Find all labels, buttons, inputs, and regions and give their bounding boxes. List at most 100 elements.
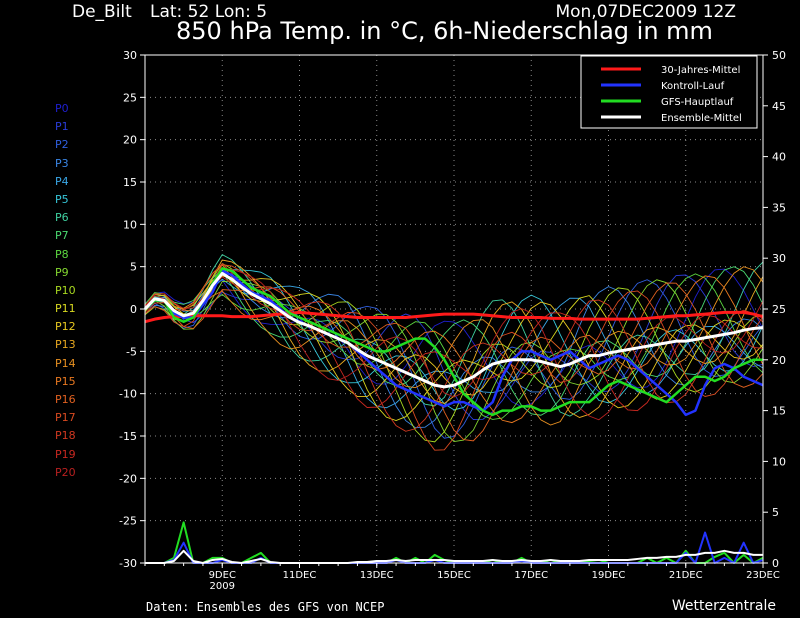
member-line-p7 [144,266,764,416]
member-line-p6 [144,254,764,417]
temperature-series [143,267,764,417]
y-left-tick-label: 10 [123,218,137,231]
member-line-p2 [144,273,764,439]
axes: 302520151050-5-10-15-20-25-3050454035302… [119,49,786,592]
x-tick-sublabel: 2009 [210,581,235,592]
run-datetime: Mon,07DEC2009 12Z [555,2,736,22]
y-left-tick-label: -10 [119,388,137,401]
precipitation-series [145,521,764,564]
member-line-p10 [144,262,764,443]
y-right-tick-label: 40 [772,151,786,164]
legend: 30-Jahres-Mittel Kontroll-Lauf GFS-Hauptla… [580,55,758,129]
y-right-tick-label: 45 [772,100,786,113]
member-label-p4: P4 [55,174,69,188]
member-line-p5 [144,269,764,411]
member-line-p9 [144,279,764,443]
ensemble-member-list: P0 P1 P2 P3 P4 P5 P6 P7 P8 P9 P10 P11 P12 P13 P14 P15 P1… [55,100,76,482]
station-coordinates: Lat: 52 Lon: 5 [150,2,268,22]
member-line-p14 [144,264,764,426]
x-tick-label: 19DEC [592,570,626,581]
member-line-p20 [144,267,764,421]
member-line-p8 [144,273,764,420]
member-line-p11 [144,271,764,422]
member-lines [144,254,764,451]
y-right-tick-label: 0 [772,557,779,570]
member-label-p3: P3 [55,156,69,170]
x-tick-label: 13DEC [360,570,394,581]
precip-line-kontroll-lauf [145,531,764,564]
precip-line-gfs-hauptlauf [145,521,764,564]
y-right-tick-label: 15 [772,405,786,418]
member-label-p2: P2 [55,138,69,152]
y-left-tick-label: 30 [123,49,137,62]
member-line-p18 [144,262,764,432]
y-left-tick-label: -20 [119,472,137,485]
member-line-p0 [144,268,764,408]
member-line-p3 [144,267,764,429]
x-tick-label: 11DEC [283,570,317,581]
member-line-p4 [144,278,764,409]
provider-name: Wetterzentrale [671,598,776,614]
member-label-p20: P20 [55,465,76,479]
member-label-p15: P15 [55,374,76,388]
y-left-tick-label: -5 [126,345,137,358]
member-label-p16: P16 [55,393,76,406]
station-name: De_Bilt [72,2,132,22]
member-line-p17 [144,264,764,451]
y-left-tick-label: 0 [130,303,137,316]
y-left-tick-label: 20 [123,134,137,147]
member-label-p12: P12 [55,320,76,334]
y-left-tick-label: 15 [123,176,137,189]
x-tick-label: 9DEC [209,570,236,581]
member-line-p16 [144,282,764,442]
y-left-tick-label: -25 [119,515,137,528]
y-right-tick-label: 25 [772,303,786,316]
legend-label: Kontroll-Lauf [661,81,725,92]
x-tick-label: 17DEC [514,570,548,581]
member-label-p8: P8 [55,247,69,261]
member-label-p9: P9 [55,265,69,279]
y-left-tick-label: 25 [123,91,137,104]
member-label-p6: P6 [55,211,69,225]
member-line-p15 [144,275,764,424]
legend-label: 30-Jahres-Mittel [661,65,740,76]
y-right-tick-label: 5 [772,506,779,519]
y-right-tick-label: 35 [772,201,786,214]
series-line-kontroll-lauf [144,269,764,417]
y-left-tick-label: 5 [130,261,137,274]
member-label-p14: P14 [55,356,76,370]
member-label-p5: P5 [55,192,69,206]
y-right-tick-label: 10 [772,455,786,468]
series-line-ensemble-mittel [143,271,764,389]
member-label-p17: P17 [55,411,76,425]
member-label-p0: P0 [55,102,69,115]
legend-label: Ensemble-Mittel [661,113,742,124]
y-right-tick-label: 30 [772,252,786,265]
member-label-p13: P13 [55,338,76,352]
member-label-p18: P18 [55,429,76,443]
data-source-note: Daten: Ensembles des GFS von NCEP [146,600,385,614]
plot-border [144,54,764,564]
member-line-p12 [144,275,764,409]
member-label-p19: P19 [55,447,76,461]
y-left-tick-label: -15 [119,430,137,443]
y-right-tick-label: 20 [772,354,786,367]
series-line--jahres-mittel [144,310,764,324]
legend-box [580,55,758,129]
x-tick-label: 23DEC [746,570,780,581]
chart-title: 850 hPa Temp. in °C, 6h-Niederschlag in … [176,17,713,45]
series-line-gfs-hauptlauf [144,267,763,417]
x-tick-label: 15DEC [437,570,471,581]
member-line-p1 [144,274,764,420]
grid-lines [145,55,763,563]
member-label-p11: P11 [55,302,76,316]
precip-line-ensemble-mittel [145,549,763,564]
y-left-tick-label: -30 [119,557,137,570]
plot-frame [144,54,764,564]
member-line-p19 [144,276,764,412]
legend-label: GFS-Hauptlauf [661,97,734,108]
member-label-p7: P7 [55,229,69,243]
y-right-tick-label: 50 [772,49,786,62]
member-line-p13 [144,259,764,418]
